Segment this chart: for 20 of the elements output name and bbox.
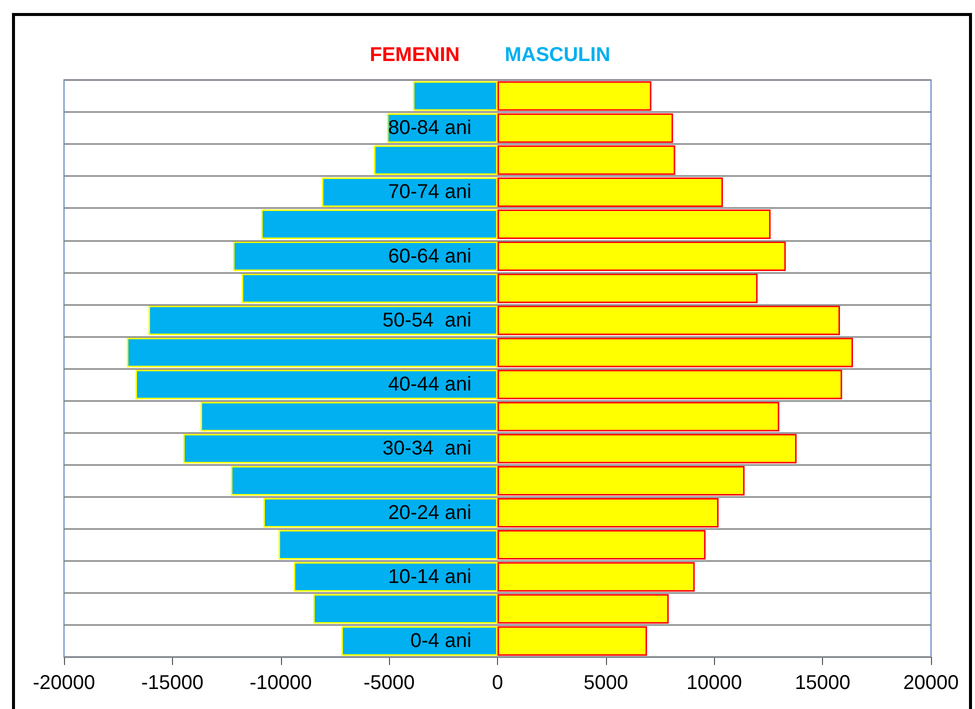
x-tick-label: -20000 bbox=[32, 672, 96, 694]
x-tick-label: 0 bbox=[492, 672, 504, 694]
y-tick-label: 50-54 ani bbox=[382, 309, 472, 332]
y-tick-label: 60-64 ani bbox=[388, 245, 472, 268]
y-tick-label: 80-84 ani bbox=[388, 117, 472, 140]
x-tick-label: -5000 bbox=[364, 672, 415, 694]
y-tick-label: 0-4 ani bbox=[410, 630, 472, 652]
x-tick-label: 10000 bbox=[686, 672, 742, 694]
x-tick-label: -10000 bbox=[250, 672, 312, 694]
y-tick-label: 20-24 ani bbox=[388, 502, 472, 524]
x-tick-label: 20000 bbox=[903, 672, 959, 694]
series-label: MASCULIN bbox=[504, 44, 610, 66]
x-tick-label: -15000 bbox=[141, 672, 204, 694]
x-tick-label: 5000 bbox=[584, 672, 628, 694]
y-tick-label: 30-34 ani bbox=[382, 438, 472, 460]
y-tick-label: 70-74 ani bbox=[388, 181, 472, 204]
y-tick-label: 10-14 ani bbox=[388, 566, 472, 588]
text: FEMENIN bbox=[370, 44, 460, 66]
y-tick-label: 40-44 ani bbox=[388, 374, 472, 396]
x-tick-label: 15000 bbox=[794, 672, 850, 694]
